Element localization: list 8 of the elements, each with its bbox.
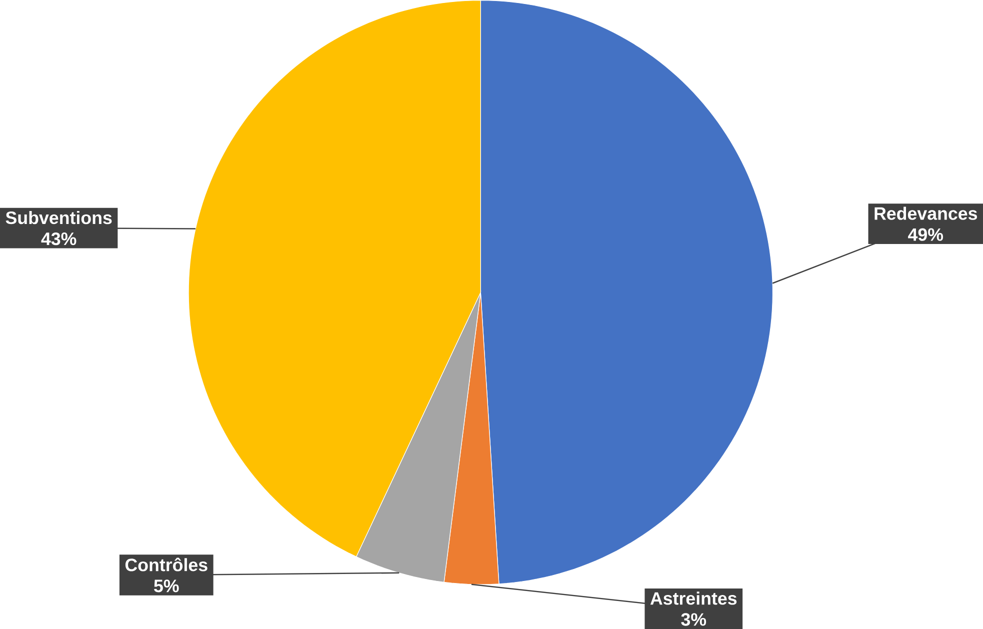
slice-label: Subventions [6, 211, 112, 224]
data-label: 3% [681, 613, 706, 626]
slice-label: Astreintes [650, 592, 737, 605]
data-label: 5% [154, 580, 179, 592]
slice-label: Contrôles [125, 558, 208, 572]
data-label: 49% [908, 228, 944, 241]
slice-label: Redevances [874, 206, 978, 220]
data-label: 43% [41, 232, 76, 246]
